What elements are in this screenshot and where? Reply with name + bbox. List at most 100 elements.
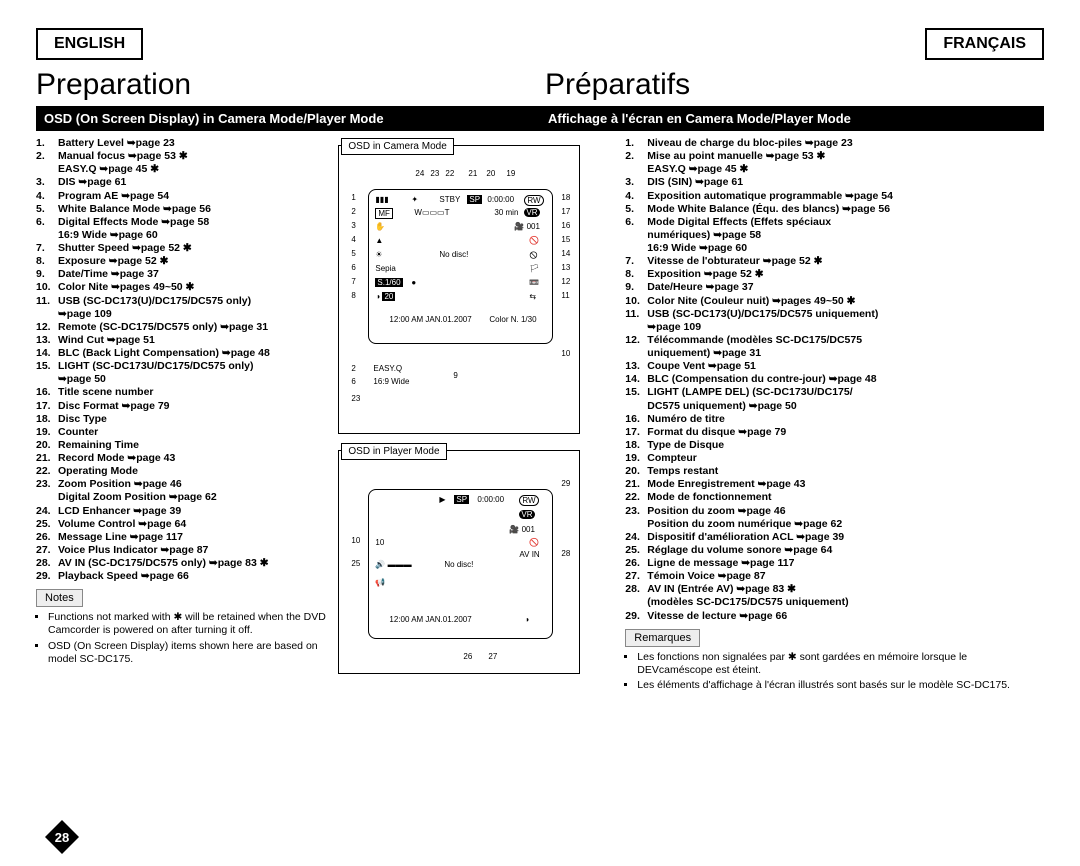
list-item: 23.Position du zoom ➥page 46 — [625, 505, 1044, 518]
list-item: 19.Counter — [36, 426, 332, 439]
diagram-camera-mode: OSD in Camera Mode 24 23 22 21 20 19 ▮▮▮… — [338, 145, 580, 434]
item-number: 7. — [36, 242, 58, 255]
list-item: 25.Réglage du volume sonore ➥page 64 — [625, 544, 1044, 557]
item-text: Battery Level ➥page 23 — [58, 137, 332, 150]
list-item: 6.Digital Effects Mode ➥page 58 — [36, 216, 332, 229]
item-text: Niveau de charge du bloc-piles ➥page 23 — [647, 137, 1044, 150]
list-item: 10.Color Nite ➥pages 49~50 ✱ — [36, 281, 332, 294]
item-text: ➥page 109 — [58, 308, 332, 321]
item-number: 25. — [36, 518, 58, 531]
item-text: Digital Effects Mode ➥page 58 — [58, 216, 332, 229]
item-number: 14. — [36, 347, 58, 360]
list-item: 26.Message Line ➥page 117 — [36, 531, 332, 544]
list-item: 1.Niveau de charge du bloc-piles ➥page 2… — [625, 137, 1044, 150]
item-number: 28. — [625, 583, 647, 596]
item-number — [625, 229, 647, 242]
french-item-list: 1.Niveau de charge du bloc-piles ➥page 2… — [625, 137, 1044, 623]
item-text: Exposition ➥page 52 ✱ — [647, 268, 1044, 281]
list-item: 16.Title scene number — [36, 386, 332, 399]
item-text: Color Nite (Couleur nuit) ➥pages 49~50 ✱ — [647, 295, 1044, 308]
list-item: ➥page 109 — [36, 308, 332, 321]
diagram1-title: OSD in Camera Mode — [341, 138, 453, 155]
list-item: 22.Operating Mode — [36, 465, 332, 478]
diagram-player-mode: OSD in Player Mode ▶ SP 0:00:00 RW VR 🎥 … — [338, 450, 580, 674]
list-item: 11.USB (SC-DC173(U)/DC175/DC575 uniqueme… — [625, 308, 1044, 321]
item-number — [36, 373, 58, 386]
list-item: 8.Exposition ➥page 52 ✱ — [625, 268, 1044, 281]
item-number: 21. — [625, 478, 647, 491]
item-number: 16. — [36, 386, 58, 399]
item-number: 19. — [625, 452, 647, 465]
item-text: EASY.Q ➥page 45 ✱ — [58, 163, 332, 176]
item-text: (modèles SC-DC175/DC575 uniquement) — [647, 596, 1044, 609]
diagram2-title: OSD in Player Mode — [341, 443, 446, 460]
item-number — [625, 596, 647, 609]
list-item: 2.Mise au point manuelle ➥page 53 ✱ — [625, 150, 1044, 163]
item-number — [36, 163, 58, 176]
item-text: Mode de fonctionnement — [647, 491, 1044, 504]
item-number: 1. — [625, 137, 647, 150]
item-text: White Balance Mode ➥page 56 — [58, 203, 332, 216]
list-item: 21.Record Mode ➥page 43 — [36, 452, 332, 465]
item-number: 10. — [36, 281, 58, 294]
item-text: Mode Enregistrement ➥page 43 — [647, 478, 1044, 491]
item-number — [625, 518, 647, 531]
player-screen: ▶ SP 0:00:00 RW VR 🎥 001 10 AV IN 🚫 🔊 ▬▬… — [368, 489, 553, 639]
list-item: 7.Shutter Speed ➥page 52 ✱ — [36, 242, 332, 255]
list-item: 9.Date/Heure ➥page 37 — [625, 281, 1044, 294]
french-column: 1.Niveau de charge du bloc-piles ➥page 2… — [580, 137, 1044, 694]
item-number — [625, 400, 647, 413]
item-text: Compteur — [647, 452, 1044, 465]
item-number: 6. — [625, 216, 647, 229]
titles-row: Preparation Préparatifs — [36, 68, 1044, 106]
list-item: 22.Mode de fonctionnement — [625, 491, 1044, 504]
list-item: 16.Numéro de titre — [625, 413, 1044, 426]
page-number-badge: 28 — [45, 820, 79, 854]
notes-list-fr: Les fonctions non signalées par ✱ sont g… — [625, 651, 1044, 692]
item-text: Coupe Vent ➥page 51 — [647, 360, 1044, 373]
list-item: 12.Télécommande (modèles SC-DC175/DC575 — [625, 334, 1044, 347]
list-item: 25.Volume Control ➥page 64 — [36, 518, 332, 531]
title-french: Préparatifs — [535, 68, 1044, 106]
list-item: 20.Temps restant — [625, 465, 1044, 478]
item-number: 29. — [36, 570, 58, 583]
subheader-english: OSD (On Screen Display) in Camera Mode/P… — [36, 106, 540, 131]
list-item: 4.Exposition automatique programmable ➥p… — [625, 190, 1044, 203]
item-number: 9. — [36, 268, 58, 281]
item-number: 29. — [625, 610, 647, 623]
item-text: DC575 uniquement) ➥page 50 — [647, 400, 1044, 413]
list-item: numériques) ➥page 58 — [625, 229, 1044, 242]
item-text: Wind Cut ➥page 51 — [58, 334, 332, 347]
item-number — [625, 321, 647, 334]
list-item: 3.DIS ➥page 61 — [36, 176, 332, 189]
item-text: Position du zoom ➥page 46 — [647, 505, 1044, 518]
item-number: 13. — [36, 334, 58, 347]
list-item: 23.Zoom Position ➥page 46 — [36, 478, 332, 491]
item-number: 9. — [625, 281, 647, 294]
list-item: (modèles SC-DC175/DC575 uniquement) — [625, 596, 1044, 609]
item-number: 8. — [36, 255, 58, 268]
list-item: 5.Mode White Balance (Équ. des blancs) ➥… — [625, 203, 1044, 216]
item-text: Disc Format ➥page 79 — [58, 400, 332, 413]
item-text: Title scene number — [58, 386, 332, 399]
item-number: 3. — [36, 176, 58, 189]
list-item: 18.Disc Type — [36, 413, 332, 426]
item-number: 28. — [36, 557, 58, 570]
item-text: Volume Control ➥page 64 — [58, 518, 332, 531]
english-item-list: 1.Battery Level ➥page 232.Manual focus ➥… — [36, 137, 332, 583]
list-item: 11.USB (SC-DC173(U)/DC175/DC575 only) — [36, 295, 332, 308]
item-text: Remote (SC-DC175/DC575 only) ➥page 31 — [58, 321, 332, 334]
list-item: ➥page 50 — [36, 373, 332, 386]
item-number: 18. — [36, 413, 58, 426]
item-text: Réglage du volume sonore ➥page 64 — [647, 544, 1044, 557]
list-item: 10.Color Nite (Couleur nuit) ➥pages 49~5… — [625, 295, 1044, 308]
item-number: 20. — [625, 465, 647, 478]
item-number: 24. — [625, 531, 647, 544]
item-number: 27. — [625, 570, 647, 583]
item-number — [36, 491, 58, 504]
item-text: Color Nite ➥pages 49~50 ✱ — [58, 281, 332, 294]
note-item: Les éléments d'affichage à l'écran illus… — [637, 679, 1044, 692]
list-item: 7.Vitesse de l'obturateur ➥page 52 ✱ — [625, 255, 1044, 268]
list-item: 13.Wind Cut ➥page 51 — [36, 334, 332, 347]
item-number: 15. — [625, 386, 647, 399]
